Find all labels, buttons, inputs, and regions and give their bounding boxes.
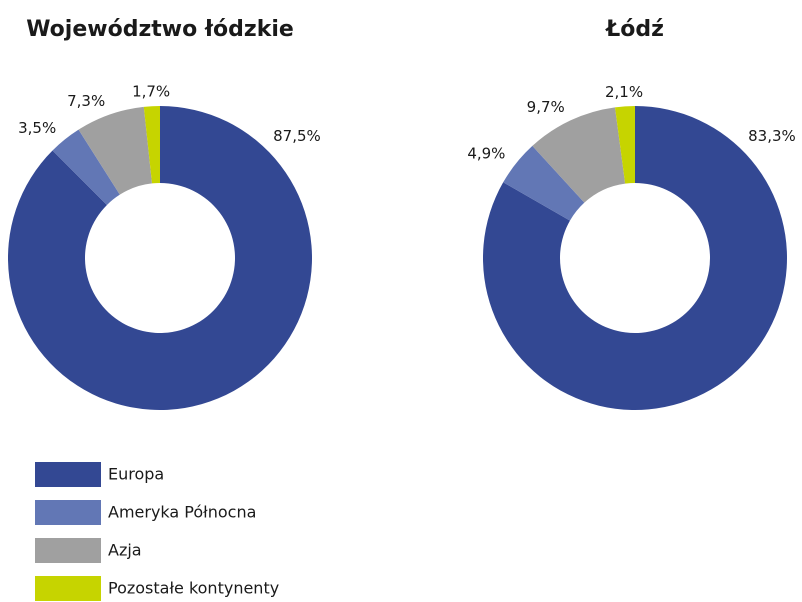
- value-label: 1,7%: [132, 83, 170, 101]
- legend-label: Ameryka Północna: [108, 503, 256, 522]
- slice: [615, 106, 635, 184]
- value-label: 87,5%: [273, 127, 321, 145]
- chart-title: Łódź: [605, 17, 664, 42]
- slice: [503, 145, 585, 221]
- slice: [143, 106, 160, 184]
- slice: [52, 129, 120, 205]
- legend-label: Europa: [108, 465, 164, 484]
- legend-swatch: [35, 538, 101, 563]
- legend-swatch: [35, 576, 101, 601]
- slice: [532, 107, 626, 203]
- legend-swatch: [35, 462, 101, 487]
- slice: [483, 105, 787, 410]
- legend-label: Pozostałe kontynenty: [108, 579, 279, 598]
- slice: [8, 106, 313, 411]
- legend-swatch: [35, 500, 101, 525]
- value-label: 7,3%: [67, 92, 105, 110]
- value-label: 2,1%: [605, 83, 643, 101]
- value-label: 83,3%: [748, 127, 796, 145]
- value-label: 3,5%: [18, 119, 56, 137]
- slice: [78, 106, 153, 195]
- value-label: 4,9%: [467, 145, 505, 163]
- chart-title: Województwo łódzkie: [26, 17, 294, 42]
- legend-label: Azja: [108, 541, 142, 560]
- value-label: 9,7%: [527, 98, 565, 116]
